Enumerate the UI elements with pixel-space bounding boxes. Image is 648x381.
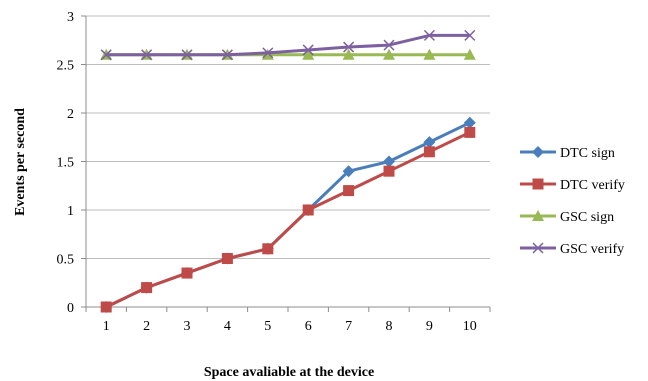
data-point-dtc-verify (262, 243, 274, 255)
axes (81, 15, 491, 312)
y-tick-label: 0 (67, 301, 74, 316)
series-line-dtc-sign (105, 121, 471, 309)
data-point-dtc-sign (342, 165, 355, 178)
legend-label: GSC verify (560, 242, 624, 257)
data-point-gsc-verify (181, 49, 193, 61)
y-tick-label: 2.5 (57, 59, 75, 74)
y-tick-label: 3 (67, 10, 74, 25)
legend-marker (532, 178, 544, 190)
data-point-dtc-verify (383, 165, 395, 177)
y-tick-label: 2 (67, 107, 74, 122)
x-tick-label: 5 (264, 319, 271, 334)
y-tick-label: 1.5 (57, 156, 75, 171)
data-point-dtc-verify (221, 253, 233, 264)
marker-stroke (464, 29, 476, 41)
data-point-dtc-verify (141, 282, 153, 294)
x-axis-title: Space avaliable at the device (204, 365, 374, 380)
x-tick-label: 9 (426, 319, 433, 334)
series-lines (100, 29, 476, 313)
legend-label: GSC sign (560, 210, 614, 225)
marker-stroke (181, 49, 193, 61)
marker-stroke (302, 44, 314, 56)
series-line-gsc-verify (106, 33, 470, 57)
x-tick-label: 6 (305, 319, 312, 334)
data-point-dtc-sign (463, 116, 476, 129)
series-gsc-verify (100, 29, 476, 61)
data-point-gsc-verify (464, 29, 476, 41)
data-point-dtc-verify (464, 126, 476, 138)
data-point-gsc-sign (302, 48, 315, 60)
x-tick-label: 8 (386, 319, 393, 334)
legend-item-dtc-verify: DTC verify (520, 178, 625, 193)
data-point-gsc-verify (383, 39, 395, 51)
y-tick-label: 1 (67, 204, 74, 219)
legend-label: DTC verify (560, 178, 625, 193)
x-tick-label: 1 (103, 319, 110, 334)
marker-stroke (100, 49, 112, 61)
data-point-dtc-verify (100, 301, 112, 313)
legend-marker (532, 242, 544, 254)
data-point-dtc-sign (423, 136, 436, 149)
series-line-dtc-verify (105, 131, 471, 309)
legend-item-gsc-verify: GSC verify (520, 242, 624, 257)
x-tick-labels: 1 2 3 4 5 6 7 8 9 10 (103, 319, 477, 334)
data-point-gsc-sign (383, 48, 395, 60)
gridlines (86, 15, 490, 259)
marker-stroke (423, 29, 435, 41)
marker-stroke (532, 242, 544, 254)
data-point-gsc-verify (423, 29, 435, 41)
legend-marker (532, 146, 544, 158)
data-point-dtc-sign (383, 155, 395, 168)
x-tick-label: 3 (184, 319, 191, 334)
data-point-gsc-verify (221, 49, 233, 61)
marker-stroke (343, 41, 355, 53)
legend: DTC sign DTC verify GSC sign GSC verify (520, 146, 625, 257)
legend-item-dtc-sign: DTC sign (520, 146, 615, 161)
marker-stroke (141, 49, 153, 61)
data-point-gsc-verify (141, 49, 153, 61)
legend-item-gsc-sign: GSC sign (520, 210, 614, 225)
legend-marker (532, 210, 544, 221)
data-point-dtc-verify (181, 267, 193, 279)
data-point-dtc-verify (343, 185, 355, 197)
data-point-gsc-sign (463, 48, 476, 60)
y-axis-title: Events per second (13, 108, 28, 216)
marker-stroke (383, 39, 395, 51)
data-point-dtc-verify (302, 204, 314, 216)
data-point-dtc-verify (423, 146, 435, 158)
x-tick-label: 10 (463, 319, 477, 334)
data-point-gsc-verify (343, 41, 355, 53)
legend-label: DTC sign (560, 146, 615, 161)
data-point-gsc-verify (100, 49, 112, 61)
marker-stroke (221, 49, 233, 61)
y-tick-label: 0.5 (57, 253, 75, 268)
x-tick-label: 4 (224, 319, 231, 334)
data-point-gsc-sign (342, 48, 355, 60)
series-dtc-verify (100, 126, 476, 313)
y-tick-labels: 0 0.5 1 1.5 2 2.5 3 (57, 10, 75, 316)
x-tick-label: 2 (143, 319, 150, 334)
data-point-gsc-sign (423, 48, 436, 60)
data-point-gsc-verify (262, 47, 274, 59)
marker-stroke (262, 47, 274, 59)
x-tick-label: 7 (345, 319, 352, 334)
data-point-gsc-verify (302, 44, 314, 56)
